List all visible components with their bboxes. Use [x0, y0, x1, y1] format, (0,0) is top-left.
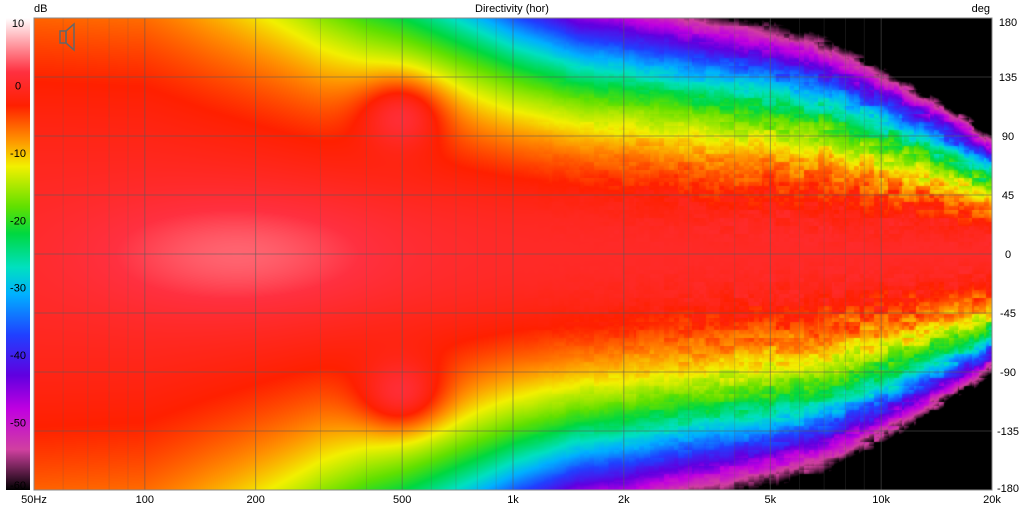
x-tick-label: 50Hz — [21, 494, 47, 506]
x-tick-label: 200 — [246, 494, 264, 506]
x-axis-ticks: 50Hz 100 200 500 1k 2k 5k 10k 20k — [21, 494, 1001, 506]
x-tick-label: 20k — [983, 494, 1001, 506]
colorbar-tick-label: -30 — [10, 283, 26, 295]
x-tick-label: 500 — [393, 494, 411, 506]
y-tick-label: -45 — [1000, 308, 1016, 320]
x-tick-label: 5k — [765, 494, 777, 506]
x-tick-label: 1k — [507, 494, 519, 506]
y-tick-label: -90 — [1000, 367, 1016, 379]
colorbar-tick-label: -40 — [10, 350, 26, 362]
x-tick-label: 100 — [136, 494, 154, 506]
grid-lines — [33, 17, 993, 491]
x-tick-label: 10k — [872, 494, 890, 506]
colorbar-tick-label: -50 — [10, 418, 26, 430]
y-tick-label: 135 — [999, 72, 1017, 84]
y-tick-label: -135 — [997, 426, 1019, 438]
colorbar-unit-label: dB — [34, 3, 47, 15]
colorbar-tick-label: 0 — [15, 80, 21, 92]
colorbar-tick-label: -20 — [10, 215, 26, 227]
y-tick-label: 180 — [999, 17, 1017, 29]
colorbar-tick-label: -10 — [10, 148, 26, 160]
y-tick-label: -180 — [997, 483, 1019, 495]
colorbar-tick-label: 10 — [12, 18, 24, 30]
colorbar-gradient — [6, 18, 30, 490]
speaker-icon — [59, 22, 75, 52]
chart-title: Directivity (hor) — [475, 3, 549, 15]
y-axis-unit-label: deg — [972, 3, 990, 15]
y-tick-label: 90 — [1002, 131, 1014, 143]
colorbar-tick-label: -60 — [10, 480, 26, 492]
plot-frame — [33, 17, 993, 491]
colorbar: 10 0 -10 -20 -30 -40 -50 -60 — [6, 18, 30, 492]
y-tick-label: 0 — [1005, 249, 1011, 261]
y-tick-label: 45 — [1002, 190, 1014, 202]
y-axis-ticks: 180 135 90 45 0 -45 -90 -135 -180 — [997, 17, 1019, 495]
x-tick-label: 2k — [618, 494, 630, 506]
